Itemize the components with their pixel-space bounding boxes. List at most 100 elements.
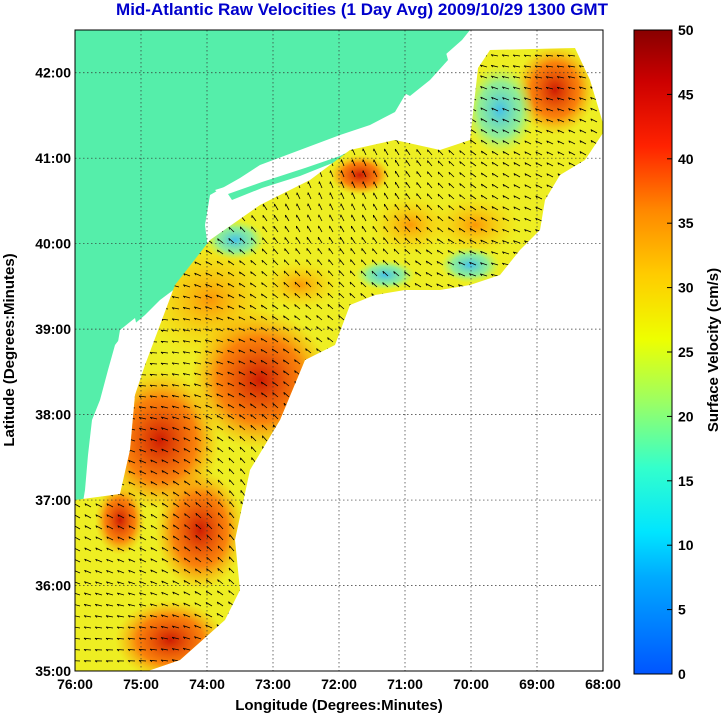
- velocity-vector-head: [294, 337, 296, 341]
- velocity-vector-head: [194, 591, 197, 594]
- velocity-vector-head: [239, 271, 241, 275]
- velocity-vector-head: [150, 514, 153, 517]
- velocity-vector-head: [161, 535, 164, 539]
- velocity-vector: [128, 481, 136, 486]
- velocity-vector: [372, 259, 378, 266]
- velocity-vector: [216, 328, 224, 332]
- velocity-vector: [216, 382, 224, 387]
- velocity-vector-head: [195, 469, 197, 473]
- velocity-vector: [459, 194, 466, 200]
- velocity-vector: [161, 524, 169, 530]
- velocity-vector-head: [183, 591, 186, 595]
- velocity-vector: [480, 262, 488, 266]
- velocity-vector-head: [228, 436, 230, 439]
- velocity-vector-head: [250, 248, 253, 252]
- velocity-vector: [579, 86, 587, 90]
- velocity-vector: [524, 195, 532, 200]
- velocity-vector: [139, 427, 147, 431]
- velocity-vector: [249, 381, 257, 387]
- velocity-vector: [106, 503, 114, 508]
- velocity-vector-head: [161, 416, 164, 420]
- velocity-vector-head: [316, 315, 318, 318]
- velocity-vector: [172, 394, 180, 398]
- velocity-vector: [216, 260, 224, 266]
- velocity-vector: [524, 184, 532, 189]
- velocity-vector: [139, 503, 147, 508]
- velocity-vector-head: [448, 150, 450, 153]
- velocity-vector: [161, 373, 169, 376]
- velocity-vector: [545, 54, 554, 57]
- velocity-vector-head: [524, 173, 527, 176]
- velocity-vector: [161, 416, 169, 420]
- velocity-vector: [338, 292, 345, 299]
- velocity-vector-head: [228, 457, 231, 461]
- velocity-vector: [568, 54, 576, 57]
- velocity-vector: [195, 491, 202, 497]
- velocity-vector: [84, 558, 92, 563]
- velocity-vector-head: [160, 340, 164, 344]
- velocity-vector: [250, 248, 257, 255]
- velocity-vector-head: [557, 108, 560, 111]
- velocity-vector-head: [272, 259, 275, 263]
- velocity-vector: [272, 293, 279, 299]
- velocity-vector-head: [491, 151, 494, 154]
- velocity-vector-head: [171, 351, 175, 354]
- velocity-vector: [491, 228, 499, 233]
- velocity-vector-head: [160, 373, 164, 376]
- velocity-vector: [216, 601, 224, 607]
- velocity-vector: [360, 281, 367, 288]
- velocity-vector-head: [448, 161, 450, 164]
- velocity-vector-head: [195, 502, 197, 505]
- velocity-vector-head: [349, 293, 351, 296]
- velocity-vector: [546, 140, 554, 145]
- velocity-vector-head: [160, 362, 164, 366]
- velocity-vector-head: [249, 293, 252, 297]
- velocity-vector: [316, 326, 323, 332]
- velocity-vector-head: [261, 293, 263, 297]
- velocity-vector: [579, 129, 587, 134]
- velocity-vector-head: [470, 183, 472, 187]
- velocity-vector: [568, 118, 576, 123]
- velocity-vector: [161, 480, 169, 486]
- velocity-vector: [415, 249, 422, 255]
- velocity-vector: [173, 535, 180, 541]
- velocity-vector-head: [195, 524, 197, 527]
- velocity-vector-head: [250, 435, 253, 439]
- velocity-vector: [426, 226, 433, 233]
- velocity-vector-head: [95, 525, 98, 529]
- velocity-vector-head: [94, 604, 98, 607]
- velocity-vector-head: [523, 76, 527, 79]
- velocity-vector: [415, 271, 422, 277]
- velocity-vector-head: [206, 512, 209, 516]
- velocity-vector: [183, 591, 191, 596]
- velocity-vector: [194, 272, 202, 277]
- velocity-vector: [305, 281, 312, 288]
- velocity-vector-head: [556, 65, 560, 68]
- velocity-vector: [361, 236, 367, 244]
- velocity-vector-head: [138, 395, 142, 398]
- velocity-vector: [459, 172, 466, 178]
- velocity-vector: [329, 192, 334, 200]
- velocity-vector-head: [150, 438, 153, 441]
- velocity-vector: [216, 371, 224, 376]
- velocity-vector: [338, 281, 345, 288]
- velocity-vector-head: [95, 581, 98, 584]
- velocity-vector-head: [568, 118, 571, 122]
- velocity-vector-head: [316, 337, 318, 341]
- velocity-vector: [384, 181, 389, 189]
- velocity-vector: [524, 76, 532, 79]
- velocity-vector: [238, 293, 246, 299]
- velocity-vector: [95, 570, 103, 574]
- velocity-vector-head: [260, 360, 263, 363]
- velocity-vector: [205, 361, 213, 365]
- velocity-vector: [351, 159, 356, 167]
- velocity-vector-head: [117, 570, 120, 573]
- velocity-vector: [206, 568, 213, 574]
- velocity-vector-head: [458, 273, 461, 276]
- velocity-vector-head: [415, 249, 417, 252]
- velocity-vector: [307, 214, 312, 222]
- velocity-vector: [283, 359, 290, 365]
- velocity-vector: [217, 556, 224, 563]
- velocity-vector: [373, 181, 378, 189]
- velocity-vector-head: [294, 348, 296, 352]
